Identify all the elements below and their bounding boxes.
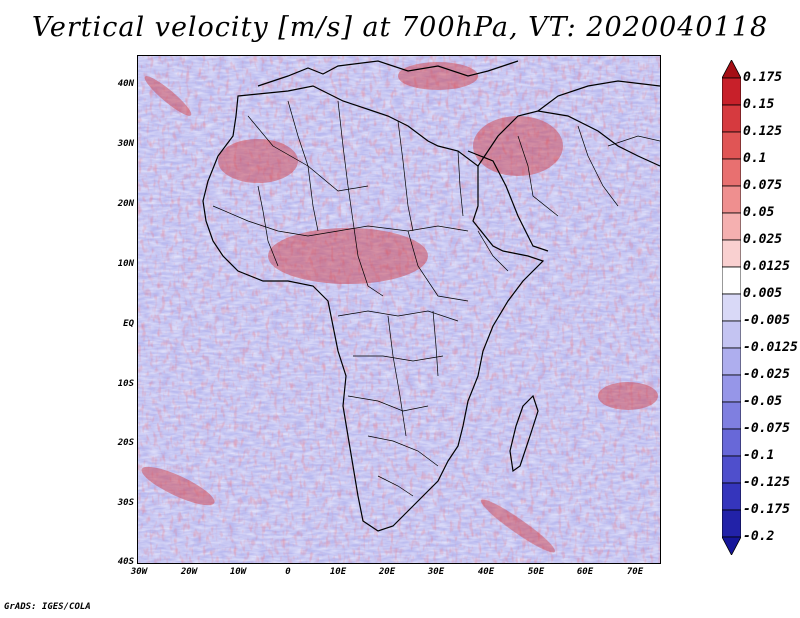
colorbar-segment [722,509,741,538]
lat-label-30s: 30S [117,498,134,508]
colorbar-segment [722,428,741,457]
lon-label-0: 0 [285,567,291,577]
lon-label-30e: 30E [427,567,445,577]
colorbar-segment [722,77,741,106]
colorbar-bottom-arrow [722,536,741,555]
colorbar-label: -0.005 [743,313,790,328]
vertical-velocity-map [137,55,661,564]
colorbar-label: 0.075 [743,178,783,193]
colorbar-label: -0.025 [743,367,790,382]
colorbar-segment [722,320,741,349]
lat-label-10s: 10S [117,379,134,389]
lat-label-eq: EQ [123,319,134,329]
colorbar [722,60,741,555]
lon-label-40e: 40E [477,567,495,577]
lat-label-40n: 40N [117,79,134,89]
lon-label-50e: 50E [527,567,545,577]
coastlines [202,60,660,532]
colorbar-label: 0.0125 [743,259,790,274]
colorbar-label: 0.025 [743,232,783,247]
colorbar-segment [722,239,741,268]
lat-label-10n: 10N [117,259,134,269]
colorbar-label: 0.175 [743,70,783,85]
colorbar-segment [722,347,741,376]
colorbar-label: -0.0125 [743,340,798,355]
colorbar-label: 0.05 [743,205,775,220]
colorbar-top-arrow [722,60,741,79]
lat-label-30n: 30N [117,139,134,149]
lon-label-10w: 10W [229,567,247,577]
lat-label-20n: 20N [117,199,134,209]
colorbar-label: 0.15 [743,97,775,112]
map-field-svg [138,56,660,563]
colorbar-segment [722,374,741,403]
colorbar-segment [722,212,741,241]
colorbar-segment [722,401,741,430]
colorbar-label: -0.175 [743,502,790,517]
lat-label-20s: 20S [117,438,134,448]
ascent-bands [141,62,658,553]
lon-label-20w: 20W [180,567,198,577]
lon-label-70e: 70E [626,567,644,577]
colorbar-segment [722,482,741,511]
colorbar-segment [722,266,741,295]
colorbar-label: -0.075 [743,421,790,436]
colorbar-label: -0.2 [743,529,775,544]
colorbar-segment [722,455,741,484]
colorbar-label: -0.125 [743,475,790,490]
colorbar-segment [722,185,741,214]
colorbar-segment [722,131,741,160]
lon-label-10e: 10E [329,567,347,577]
lon-label-60e: 60E [576,567,594,577]
grads-credit: GrADS: IGES/COLA [4,602,91,612]
colorbar-label: -0.1 [743,448,775,463]
lat-label-40s: 40S [117,557,134,567]
lon-label-30w: 30W [130,567,148,577]
colorbar-segment [722,104,741,133]
colorbar-label: -0.05 [743,394,783,409]
colorbar-segment [722,293,741,322]
lon-label-20e: 20E [378,567,396,577]
colorbar-label: 0.1 [743,151,767,166]
country-borders [212,100,660,497]
colorbar-label: 0.125 [743,124,783,139]
field-noise-ascent [138,56,660,563]
colorbar-segment [722,158,741,187]
colorbar-label: 0.005 [743,286,783,301]
map-title: Vertical velocity [m/s] at 700hPa, VT: 2… [31,12,769,43]
